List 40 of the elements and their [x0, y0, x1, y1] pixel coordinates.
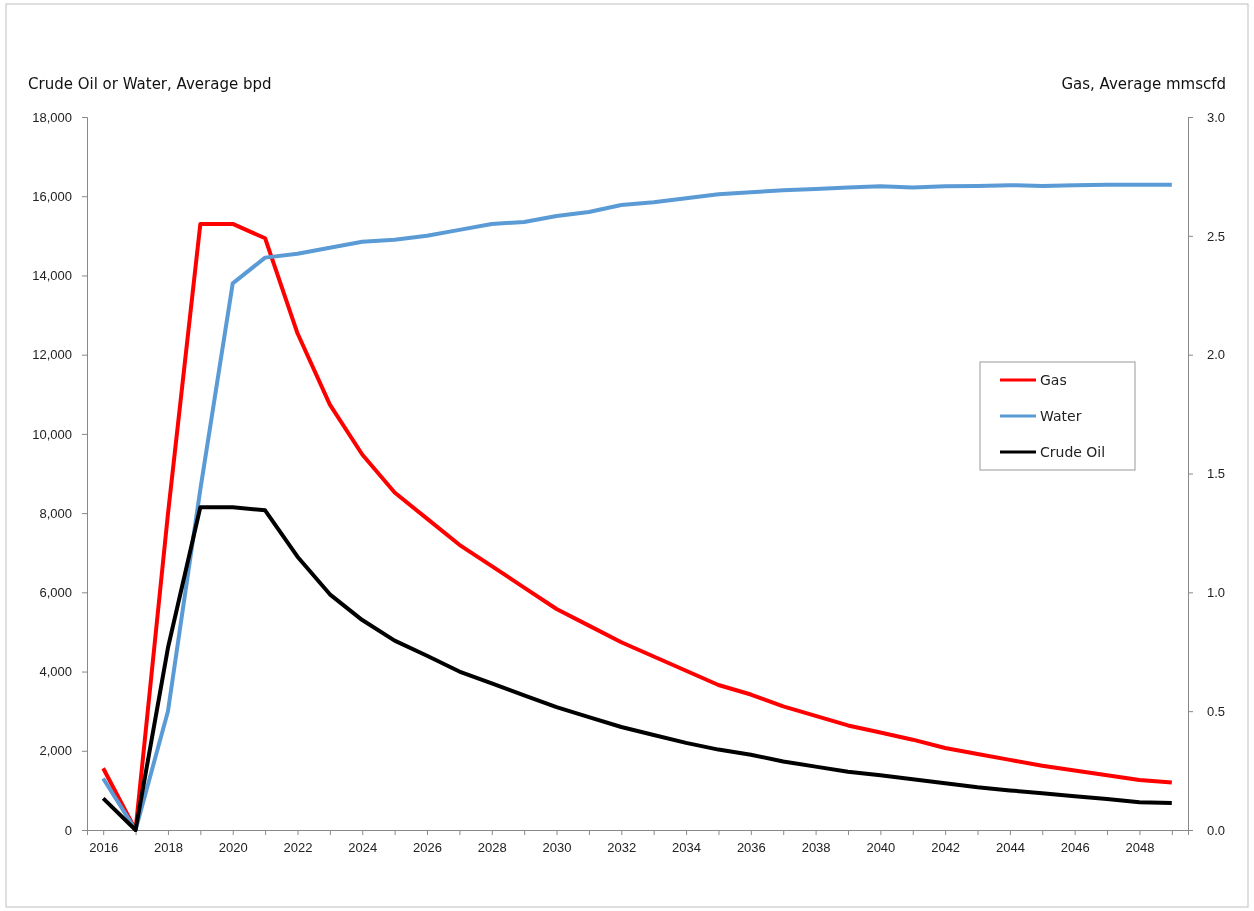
y-tick-label: 16,000: [32, 188, 72, 204]
y2-tick-label: 0.0: [1207, 822, 1226, 838]
y2-axis-title: Gas, Average mmscfd: [1061, 75, 1226, 93]
legend-label: Gas: [1040, 372, 1067, 388]
y2-tick-label: 1.0: [1207, 584, 1226, 600]
x-tick-label: 2024: [348, 840, 378, 856]
x-tick-label: 2036: [736, 840, 766, 856]
y-tick-label: 14,000: [32, 268, 72, 284]
x-tick-label: 2034: [672, 840, 702, 856]
x-tick-label: 2032: [607, 840, 637, 856]
y-tick-label: 2,000: [39, 743, 72, 759]
y2-tick-label: 2.5: [1207, 228, 1226, 244]
x-tick-label: 2026: [413, 840, 442, 856]
x-tick-label: 2044: [995, 840, 1025, 856]
x-tick-label: 2046: [1060, 840, 1090, 856]
x-tick-label: 2030: [542, 840, 572, 856]
y2-tick-label: 1.5: [1207, 466, 1226, 482]
y2-tick-label: 0.5: [1207, 703, 1226, 719]
y-tick-label: 8,000: [39, 505, 72, 521]
y-tick-label: 18,000: [32, 109, 72, 125]
legend-label: Water: [1040, 408, 1082, 424]
y-tick-label: 10,000: [32, 426, 72, 442]
x-tick-label: 2020: [218, 840, 248, 856]
x-tick-label: 2016: [89, 840, 119, 856]
y2-tick-label: 3.0: [1207, 109, 1226, 125]
x-tick-label: 2018: [153, 840, 183, 856]
y-tick-label: 12,000: [32, 347, 72, 363]
y2-tick-label: 2.0: [1207, 347, 1226, 363]
x-tick-label: 2022: [283, 840, 313, 856]
y-axis-title: Crude Oil or Water, Average bpd: [28, 75, 272, 93]
x-tick-label: 2028: [477, 840, 507, 856]
x-tick-label: 2048: [1125, 840, 1155, 856]
x-tick-label: 2038: [801, 840, 831, 856]
y-tick-label: 0: [64, 822, 72, 838]
line-series: [101, 505, 1174, 832]
x-tick-label: 2040: [866, 840, 896, 856]
legend-label: Crude Oil: [1040, 444, 1106, 460]
y-tick-label: 4,000: [39, 664, 72, 680]
y-tick-label: 6,000: [39, 584, 72, 600]
x-tick-label: 2042: [931, 840, 961, 856]
